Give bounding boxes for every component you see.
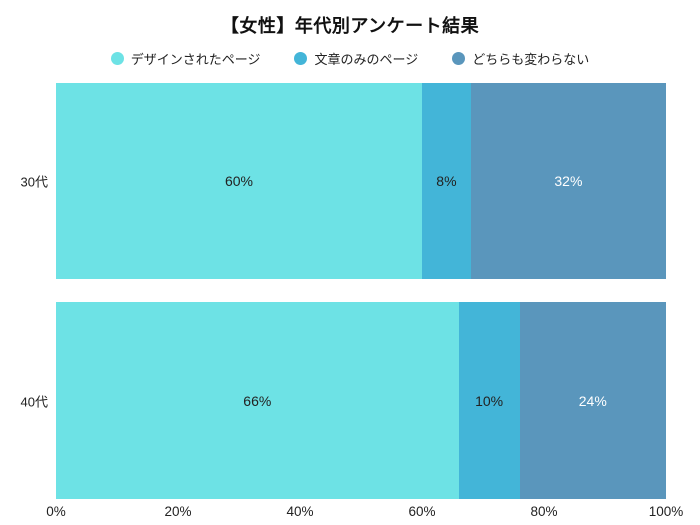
bar-row: 66% 10% 24% (56, 302, 666, 499)
legend-item: デザインされたページ (110, 49, 261, 68)
x-axis: 0% 20% 40% 60% 80% 100% (46, 504, 683, 524)
chart-title: 【女性】年代別アンケート結果 (220, 16, 480, 36)
x-tick-label: 100% (648, 504, 684, 519)
x-tick-label: 80% (530, 504, 558, 519)
legend-item: どちらも変わらない (452, 49, 589, 68)
bar-value-label: 60% (224, 173, 254, 189)
category-label: 40代 (20, 394, 48, 409)
bar-segment: 60% (56, 83, 422, 279)
bar-segment: 32% (470, 83, 666, 279)
bar-segment: 24% (519, 302, 666, 499)
bar-value-label: 8% (436, 173, 457, 189)
bar-segment: 8% (422, 83, 471, 279)
bar-segment: 10% (458, 302, 520, 499)
bar-value-label: 24% (578, 392, 607, 409)
plot-area: 60% 8% 32% 66% 10% 24% (56, 83, 666, 499)
bar-value-label: 32% (554, 173, 583, 189)
legend: デザインされたページ 文章のみのページ どちらも変わらない (0, 49, 700, 68)
bar-segment: 66% (56, 302, 459, 499)
category-label: 30代 (20, 174, 48, 190)
legend-label: 文章のみのページ (314, 52, 419, 67)
legend-label: デザインされたページ (130, 52, 261, 67)
legend-marker-circle-icon (452, 52, 466, 65)
x-tick-label: 0% (46, 504, 66, 519)
legend-marker-circle-icon (294, 52, 308, 65)
x-tick-label: 60% (408, 504, 436, 519)
x-tick-label: 40% (286, 504, 314, 519)
category-axis: 30代 40代 (0, 83, 48, 499)
legend-label: どちらも変わらない (472, 52, 590, 67)
legend-marker-circle-icon (110, 52, 124, 65)
bar-row: 60% 8% 32% (56, 83, 666, 279)
bar-value-label: 10% (475, 392, 504, 409)
x-tick-label: 20% (164, 504, 192, 519)
bar-value-label: 66% (243, 392, 272, 409)
legend-item: 文章のみのページ (294, 49, 418, 68)
